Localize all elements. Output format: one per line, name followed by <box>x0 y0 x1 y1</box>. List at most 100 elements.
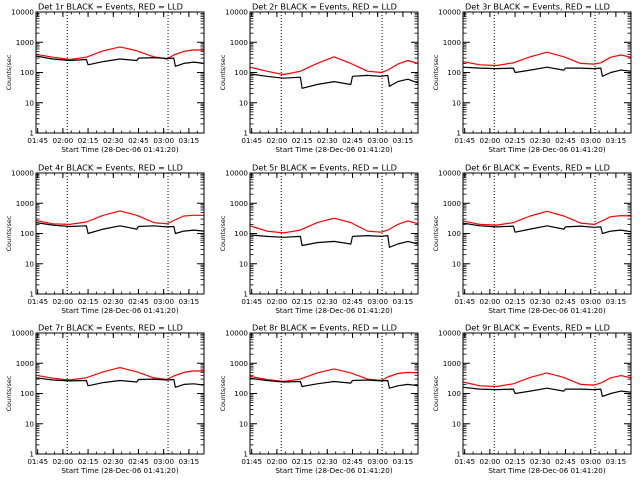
y-axis-label: Counts/sec <box>219 375 227 411</box>
y-tick-label: 1 <box>243 129 248 138</box>
x-tick-label: 03:00 <box>367 457 388 466</box>
lld-rate-line <box>250 56 418 76</box>
x-tick-label: 02:30 <box>530 136 551 145</box>
plot-data-area <box>463 372 631 397</box>
x-tick-label: 02:45 <box>342 457 363 466</box>
plot-data-area <box>463 51 631 77</box>
lld-rate-line <box>36 46 204 61</box>
plot-title: Det 3r BLACK = Events, RED = LLD <box>465 2 610 12</box>
x-tick-label: 02:45 <box>555 457 576 466</box>
x-axis-label: Start Time (28-Dec-06 01:41:20) <box>61 306 178 315</box>
x-tick-label: 02:00 <box>267 136 288 145</box>
x-tick-label: 02:30 <box>317 457 338 466</box>
lld-rate-line <box>36 210 204 225</box>
x-tick-label: 03:00 <box>153 136 174 145</box>
x-tick-label: 02:15 <box>78 136 99 145</box>
plot-panel: Det 9r BLACK = Events, RED = LLD Counts/s… <box>432 323 632 475</box>
lld-rate-line <box>463 210 631 226</box>
y-axis-label: Counts/sec <box>219 54 227 90</box>
y-tick-label: 10 <box>239 259 249 268</box>
y-tick-label: 100 <box>234 229 248 238</box>
y-tick-label: 1 <box>243 290 248 299</box>
lld-rate-line <box>250 217 418 234</box>
x-tick-label: 02:15 <box>78 297 99 306</box>
x-tick-label: 03:00 <box>153 297 174 306</box>
plot-data-area <box>250 217 418 248</box>
plot-data-area <box>463 210 631 235</box>
x-tick-label: 02:15 <box>292 457 313 466</box>
x-tick-label: 01:45 <box>241 297 262 306</box>
x-axis-label: Start Time (28-Dec-06 01:41:20) <box>488 145 605 154</box>
lld-rate-line <box>250 368 418 383</box>
y-tick-label: 10 <box>25 419 35 428</box>
plot-title: Det 2r BLACK = Events, RED = LLD <box>252 2 397 12</box>
plot-data-area <box>250 368 418 389</box>
x-tick-label: 01:45 <box>454 297 475 306</box>
y-tick-label: 1000 <box>443 38 462 47</box>
plot-title: Det 7r BLACK = Events, RED = LLD <box>38 323 183 333</box>
y-tick-label: 1 <box>29 450 34 459</box>
x-tick-label: 03:00 <box>580 297 601 306</box>
x-tick-label: 02:30 <box>530 297 551 306</box>
plot-frame <box>462 172 632 295</box>
plot-frame <box>462 332 632 455</box>
x-tick-label: 01:45 <box>241 136 262 145</box>
y-tick-label: 1 <box>243 450 248 459</box>
y-axis-label: Counts/sec <box>432 54 440 90</box>
x-tick-label: 02:15 <box>505 136 526 145</box>
y-tick-label: 1000 <box>16 199 35 208</box>
plot-title: Det 5r BLACK = Events, RED = LLD <box>252 163 397 173</box>
x-tick-label: 02:00 <box>480 457 501 466</box>
y-tick-label: 1000 <box>16 359 35 368</box>
plot-panel: Det 5r BLACK = Events, RED = LLD Counts/s… <box>219 163 419 315</box>
x-tick-label: 02:30 <box>317 297 338 306</box>
x-tick-label: 02:45 <box>128 136 149 145</box>
plot-panel: Det 6r BLACK = Events, RED = LLD Counts/s… <box>432 163 632 315</box>
x-tick-label: 03:15 <box>606 457 627 466</box>
x-tick-label: 02:00 <box>267 457 288 466</box>
x-tick-label: 01:45 <box>454 457 475 466</box>
y-tick-label: 10000 <box>438 329 461 338</box>
y-tick-label: 1 <box>456 129 461 138</box>
plot-title: Det 4r BLACK = Events, RED = LLD <box>38 163 183 173</box>
x-axis-label: Start Time (28-Dec-06 01:41:20) <box>275 306 392 315</box>
y-tick-label: 10000 <box>225 329 248 338</box>
event-rate-line <box>250 377 418 389</box>
x-tick-label: 03:00 <box>367 136 388 145</box>
x-tick-label: 02:45 <box>342 297 363 306</box>
x-tick-label: 01:45 <box>27 297 48 306</box>
x-tick-label: 02:15 <box>78 457 99 466</box>
plot-data-area <box>36 46 204 67</box>
plot-panel: Det 3r BLACK = Events, RED = LLD Counts/s… <box>432 2 632 154</box>
x-tick-label: 02:45 <box>555 136 576 145</box>
y-tick-label: 10000 <box>225 169 248 178</box>
x-tick-label: 03:15 <box>606 136 627 145</box>
x-tick-label: 03:00 <box>367 297 388 306</box>
y-tick-label: 1000 <box>16 38 35 47</box>
plot-frame <box>249 172 419 295</box>
event-rate-line <box>463 66 631 77</box>
event-rate-line <box>250 234 418 248</box>
x-tick-label: 02:30 <box>530 457 551 466</box>
y-tick-label: 10000 <box>11 8 34 17</box>
x-tick-label: 02:15 <box>505 457 526 466</box>
y-axis-label: Counts/sec <box>219 215 227 251</box>
plot-title: Det 9r BLACK = Events, RED = LLD <box>465 323 610 333</box>
x-tick-label: 03:15 <box>606 297 627 306</box>
y-tick-label: 10000 <box>11 329 34 338</box>
event-rate-line <box>250 73 418 89</box>
y-tick-label: 1000 <box>230 359 249 368</box>
x-tick-label: 02:45 <box>128 297 149 306</box>
x-tick-label: 02:00 <box>480 136 501 145</box>
lld-rate-line <box>36 367 204 381</box>
plot-panel: Det 4r BLACK = Events, RED = LLD Counts/s… <box>5 163 205 315</box>
y-tick-label: 10 <box>25 98 35 107</box>
y-tick-label: 100 <box>234 389 248 398</box>
x-tick-label: 03:00 <box>580 457 601 466</box>
x-tick-label: 01:45 <box>27 136 48 145</box>
plot-data-area <box>36 210 204 235</box>
x-tick-label: 02:15 <box>292 136 313 145</box>
y-tick-label: 1000 <box>230 38 249 47</box>
